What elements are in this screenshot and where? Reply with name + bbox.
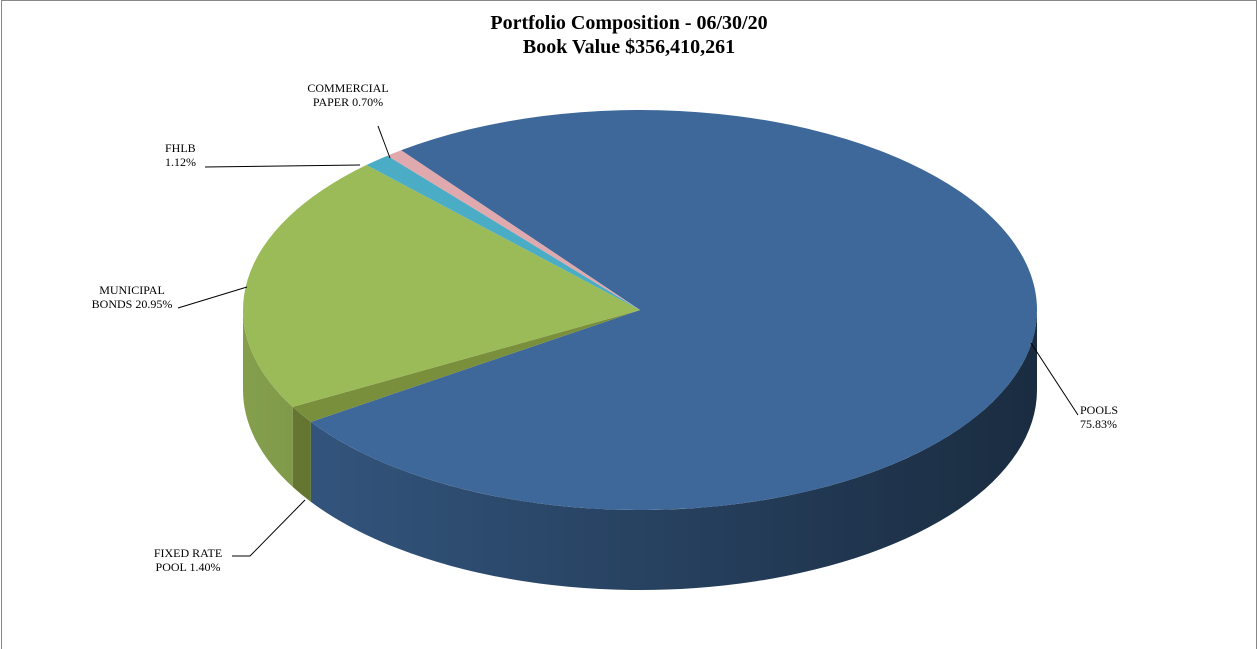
leader-line: [177, 286, 248, 309]
leader-line: [1030, 342, 1079, 416]
category-label: MUNICIPAL BONDS: [91, 283, 165, 311]
slice: [387, 150, 640, 310]
value-label: 0.70%: [352, 95, 384, 109]
data-label: COMMERCIAL PAPER 0.70%: [292, 81, 404, 109]
data-label: FIXED RATE POOL 1.40%: [150, 546, 226, 574]
leader-line: [232, 499, 306, 557]
slice-side: [310, 310, 1037, 590]
data-label: POOLS 75.83%: [1080, 403, 1150, 431]
leader-line: [377, 125, 391, 159]
slice-side: [243, 310, 293, 487]
slice: [366, 155, 640, 310]
category-label: FHLB: [165, 141, 196, 155]
value-label: 1.40%: [189, 560, 221, 574]
chart-title: Portfolio Composition - 06/30/20: [490, 12, 768, 34]
category-label: COMMERCIAL PAPER: [307, 81, 389, 109]
slice-side: [292, 406, 311, 502]
data-label: MUNICIPAL BONDS 20.95%: [82, 283, 182, 311]
slice: [292, 310, 640, 422]
slice: [310, 109, 1038, 510]
category-label: FIXED RATE POOL: [153, 546, 223, 574]
category-label: POOLS: [1080, 403, 1119, 417]
chart-subtitle: Book Value $356,410,261: [522, 36, 736, 58]
leader-line: [204, 164, 361, 168]
data-label: FHLB 1.12%: [165, 141, 205, 169]
slice: [242, 165, 640, 407]
value-label: 75.83%: [1080, 417, 1117, 431]
value-label: 1.12%: [165, 155, 196, 169]
value-label: 20.95%: [135, 297, 173, 311]
